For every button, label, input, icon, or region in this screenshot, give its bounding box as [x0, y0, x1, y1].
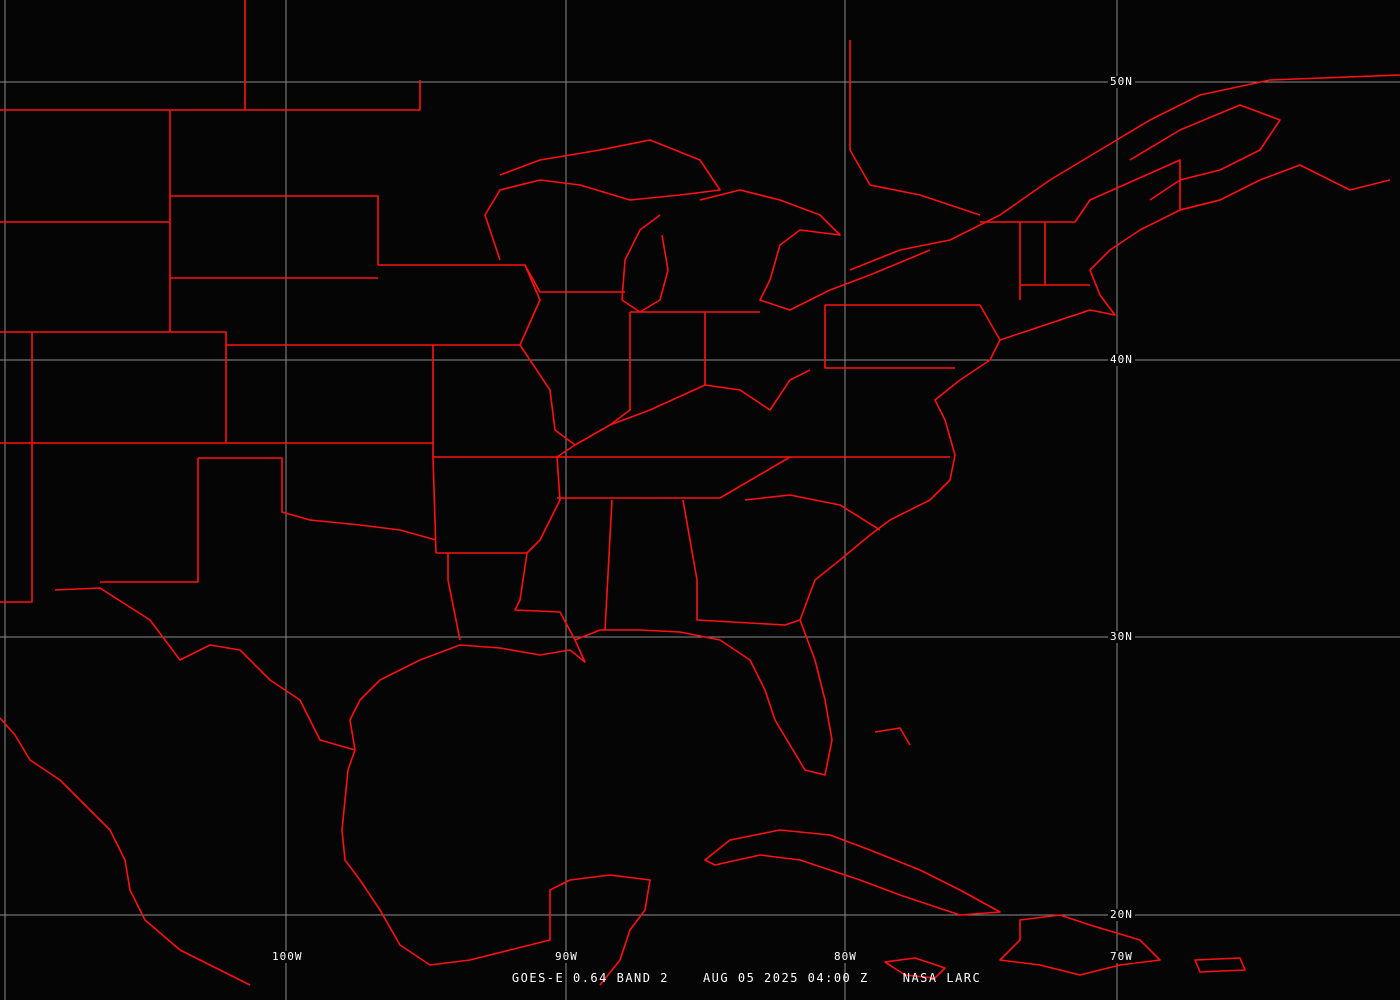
state-line [744, 494, 881, 531]
product-label: GOES-E 0.64 BAND 2 [511, 971, 669, 985]
latitude-label-50n: 50N [1108, 75, 1135, 88]
longitude-label-90w: 90W [553, 950, 580, 963]
puerto-rico [1194, 957, 1246, 973]
st-lawrence-shore [849, 74, 1400, 271]
source-label: NASA LARC [902, 971, 982, 985]
mexico-gulf-coast [341, 749, 651, 986]
state-line [825, 304, 1001, 341]
state-line [604, 499, 613, 631]
latitude-label-30n: 30N [1108, 630, 1135, 643]
canada-border-west [0, 80, 421, 111]
gulf-coast [349, 164, 1391, 776]
hispaniola [999, 914, 1161, 976]
image-caption: GOES-E 0.64 BAND 2 AUG 05 2025 04:00 Z NAS… [477, 957, 1015, 999]
state-line [824, 305, 955, 369]
state-line [378, 264, 625, 293]
cuba [704, 829, 1001, 916]
bahamas [874, 727, 911, 746]
longitude-label-80w: 80W [832, 950, 859, 963]
state-line [0, 332, 33, 603]
state-line [170, 195, 379, 265]
mississippi-river [514, 264, 576, 641]
rio-grande-border [54, 587, 356, 751]
state-line [682, 499, 801, 626]
jamaica [884, 957, 946, 979]
borders [0, 0, 1221, 641]
longitude-label-100w: 100W [270, 950, 305, 963]
north-shore [1129, 104, 1281, 201]
coastlines [0, 40, 1400, 986]
latitude-label-20n: 20N [1108, 908, 1135, 921]
lake-superior [484, 139, 721, 261]
latitude-label-40n: 40N [1108, 353, 1135, 366]
ohio-river [574, 369, 811, 446]
lake-huron-erie [699, 189, 931, 311]
lake-michigan [621, 214, 669, 313]
state-line [432, 345, 437, 554]
state-line [557, 456, 791, 499]
state-line [609, 312, 631, 426]
longitude-label-70w: 70W [1108, 950, 1135, 963]
state-line [100, 458, 199, 583]
timestamp: AUG 05 2025 04:00 Z [702, 971, 869, 985]
hudson-shore [849, 40, 981, 216]
state-line [447, 553, 461, 641]
state-line [198, 457, 437, 541]
state-line [0, 331, 227, 443]
canada-border-east [980, 159, 1221, 223]
mexico-pacific-coast [0, 717, 251, 986]
